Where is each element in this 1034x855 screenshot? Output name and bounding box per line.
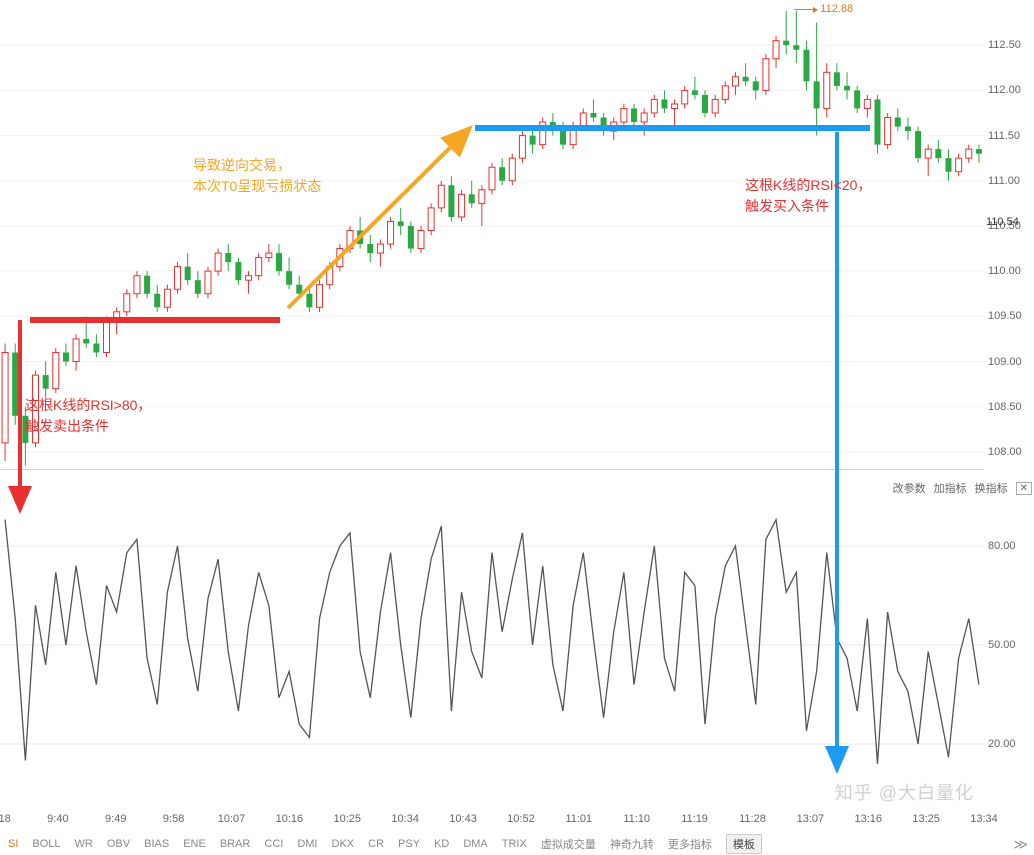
template-button[interactable]: 模板 (726, 834, 762, 854)
indicator-SI[interactable]: SI (8, 838, 18, 850)
indicator-bar: SI BOLL WR OBV BIAS ENE BRAR CCI DMI DKX CR PSY KD DM… (0, 835, 1034, 853)
peak-value-label: 112.88 (820, 3, 853, 15)
annotation-sell-signal: 这根K线的RSI>80， 触发卖出条件 (25, 395, 151, 437)
more-icon[interactable]: ≫ (1013, 836, 1028, 853)
rsi-panel (0, 480, 984, 810)
annotation-buy-line2: 触发买入条件 (745, 196, 871, 217)
rsi-controls: 改参数 加指标 换指标 ✕ (893, 480, 1032, 496)
annotation-buy-signal: 这根K线的RSI<20， 触发买入条件 (745, 175, 871, 217)
x-axis: 7/189:409:499:5810:0710:1610:2510:3410:4… (0, 813, 984, 833)
indicator-BIAS[interactable]: BIAS (144, 838, 169, 850)
indicator-虚拟成交量[interactable]: 虚拟成交量 (541, 836, 596, 852)
peak-marker (794, 9, 814, 10)
annotation-reverse-trade: 导致逆向交易， 本次T0呈现亏损状态 (193, 155, 321, 197)
indicator-WR[interactable]: WR (75, 838, 93, 850)
annotation-reverse-line2: 本次T0呈现亏损状态 (193, 176, 321, 197)
rsi-y-axis: 20.0050.0080.00 (984, 480, 1034, 810)
indicator-OBV[interactable]: OBV (107, 838, 130, 850)
annotation-sell-line2: 触发卖出条件 (25, 416, 151, 437)
rsi-svg (0, 480, 984, 810)
indicator-DKX[interactable]: DKX (332, 838, 355, 850)
annotation-sell-line1: 这根K线的RSI>80， (25, 395, 151, 416)
indicator-DMA[interactable]: DMA (463, 838, 487, 850)
rsi-add-link[interactable]: 加指标 (934, 480, 967, 496)
indicator-BOLL[interactable]: BOLL (32, 838, 60, 850)
watermark: 知乎 @大白量化 (835, 779, 974, 805)
rsi-params-link[interactable]: 改参数 (893, 480, 926, 496)
indicator-TRIX[interactable]: TRIX (502, 838, 527, 850)
price-y-axis: 108.00108.50109.00109.50110.00110.50111.… (984, 0, 1034, 470)
indicator-CCI[interactable]: CCI (264, 838, 283, 850)
rsi-close-icon[interactable]: ✕ (1016, 482, 1032, 495)
chart-container: 108.00108.50109.00109.50110.00110.50111.… (0, 0, 1034, 855)
indicator-BRAR[interactable]: BRAR (220, 838, 251, 850)
indicator-CR[interactable]: CR (368, 838, 384, 850)
indicator-KD[interactable]: KD (434, 838, 449, 850)
indicator-神奇九转[interactable]: 神奇九转 (610, 836, 654, 852)
indicator-ENE[interactable]: ENE (183, 838, 206, 850)
annotation-buy-line1: 这根K线的RSI<20， (745, 175, 871, 196)
annotation-reverse-line1: 导致逆向交易， (193, 155, 321, 176)
indicator-DMI[interactable]: DMI (297, 838, 317, 850)
indicator-更多指标[interactable]: 更多指标 (668, 836, 712, 852)
indicator-PSY[interactable]: PSY (398, 838, 420, 850)
rsi-change-link[interactable]: 换指标 (975, 480, 1008, 496)
